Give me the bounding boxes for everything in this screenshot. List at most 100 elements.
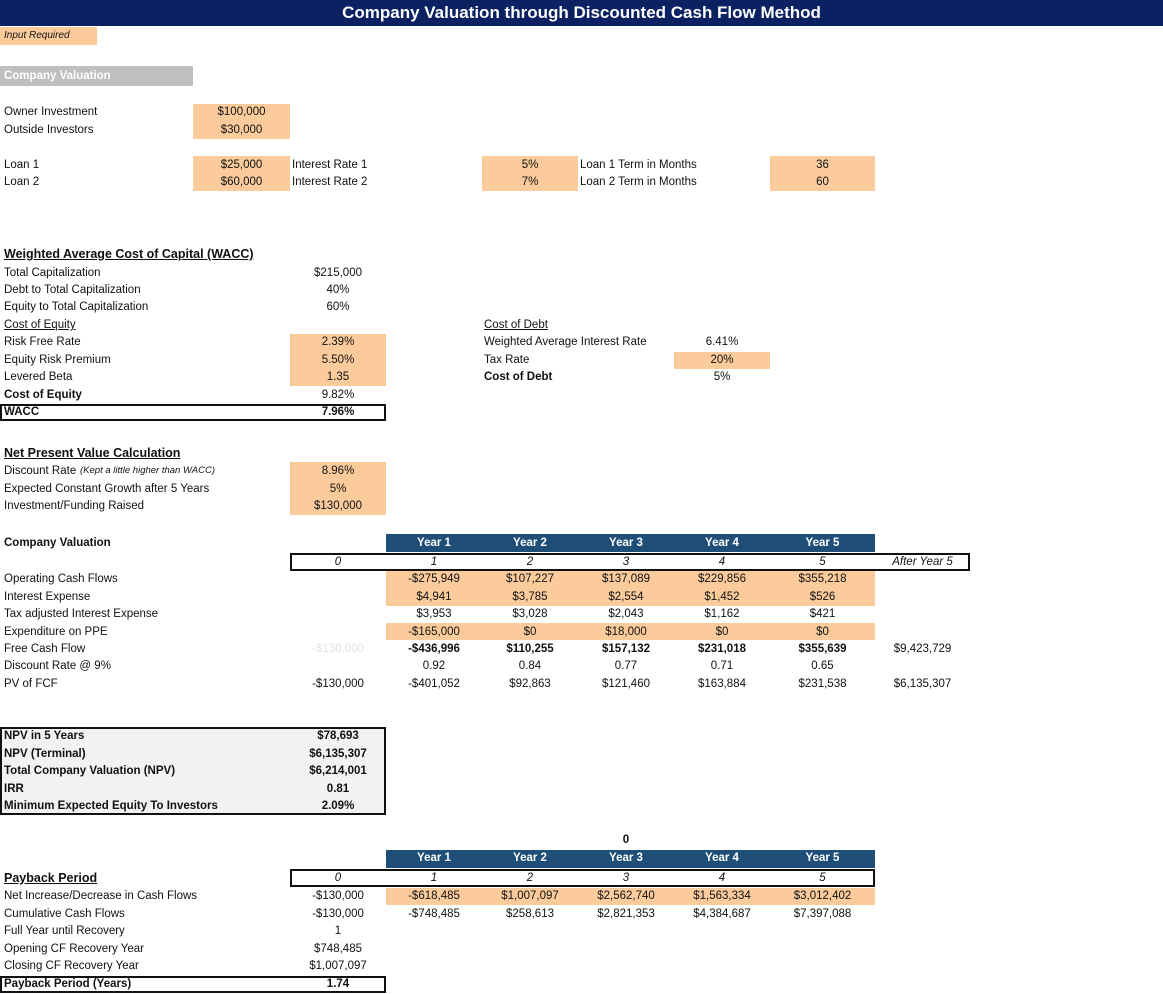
value: -$165,000 (408, 626, 460, 638)
value: 60 (816, 176, 829, 188)
cell-fill (193, 156, 290, 191)
label: Risk Free Rate (4, 336, 81, 348)
value: -$275,949 (408, 573, 460, 585)
value: $121,460 (602, 678, 650, 690)
value: $9,423,729 (893, 643, 952, 655)
label: Discount Rate (4, 465, 77, 477)
period-label: 3 (622, 556, 630, 568)
label: Expenditure on PPE (4, 626, 108, 638)
year-label: Year 4 (705, 537, 739, 549)
label: Loan 1 Term in Months (580, 159, 697, 171)
period-label: 5 (819, 872, 826, 884)
period-label: 4 (718, 872, 726, 884)
border-box (0, 976, 386, 993)
value: $137,089 (602, 573, 650, 585)
value: $130,000 (314, 500, 362, 512)
value: -$130,000 (312, 643, 364, 655)
period-label: 4 (718, 556, 726, 568)
value: $107,227 (506, 573, 554, 585)
value: 60% (326, 301, 350, 313)
sub-heading: Cost of Debt (484, 319, 548, 331)
value: 5% (713, 371, 731, 383)
value: $748,485 (314, 942, 362, 955)
section-bar (0, 66, 193, 86)
border-box (0, 727, 386, 815)
value: $1,007,097 (309, 960, 367, 972)
value: $2,562,740 (597, 890, 655, 902)
value: $0 (715, 626, 729, 638)
value: 8.96% (321, 465, 355, 477)
label: Investment/Funding Raised (4, 500, 144, 512)
cell-fill (386, 888, 875, 905)
period-label: 0 (334, 556, 342, 568)
value: $3,953 (416, 608, 452, 620)
label: Tax adjusted Interest Expense (4, 608, 159, 620)
label: Loan 1 (4, 159, 40, 171)
value: 2.39% (321, 336, 355, 348)
section-heading: Company Valuation (4, 537, 111, 549)
label: Free Cash Flow (4, 643, 86, 655)
border-box (290, 553, 970, 571)
year-label: Year 5 (805, 852, 840, 864)
value: 9.82% (321, 389, 355, 401)
value: 1.74 (326, 978, 350, 990)
label: Minimum Expected Equity To Investors (4, 800, 218, 812)
value: 0.65 (811, 660, 834, 672)
period-label: After Year 5 (892, 556, 953, 568)
value: $229,856 (698, 573, 746, 585)
period-label: 3 (622, 872, 630, 884)
cell-fill (290, 462, 386, 515)
value: -$748,485 (408, 907, 460, 920)
label: Owner Investment (4, 106, 98, 118)
cell-fill (386, 623, 875, 640)
value: 1.35 (326, 371, 350, 383)
value: $1,452 (704, 591, 740, 603)
value: $258,613 (506, 907, 554, 920)
value: $231,538 (798, 678, 847, 690)
period-label: 1 (430, 556, 438, 568)
value: 5% (521, 159, 539, 171)
value: 6.41% (705, 336, 739, 348)
section-heading: Net Present Value Calculation (4, 446, 181, 460)
year-label: Year 5 (805, 537, 840, 549)
period-label: 2 (526, 556, 534, 568)
year-label: Year 2 (513, 852, 547, 864)
label: Closing CF Recovery Year (4, 960, 139, 972)
value: $6,135,307 (893, 678, 952, 690)
value: -$401,052 (408, 678, 460, 690)
value: 40% (326, 284, 350, 296)
year-header (386, 850, 875, 868)
section-heading: Company Valuation (4, 70, 111, 82)
cell-fill (482, 156, 578, 191)
label: Weighted Average Interest Rate (484, 336, 647, 348)
year-label: Year 1 (417, 537, 451, 549)
cell-fill (193, 104, 290, 139)
value: 7% (521, 176, 539, 188)
year-label: Year 1 (417, 852, 451, 864)
value: -$436,996 (408, 643, 460, 655)
cell-fill (386, 571, 875, 606)
label-note: (Kept a little higher than WACC) (80, 465, 215, 476)
input-note: Input Required (4, 30, 70, 41)
label: WACC (4, 406, 40, 418)
value: $1,563,334 (693, 890, 751, 902)
label: Operating Cash Flows (4, 573, 118, 585)
value: 0.81 (326, 782, 350, 795)
value: -$130,000 (312, 678, 364, 690)
value: 20% (710, 354, 734, 366)
value: 2.09% (321, 800, 355, 812)
label: PV of FCF (4, 678, 58, 690)
label: Expected Constant Growth after 5 Years (4, 483, 210, 495)
value: $6,214,001 (309, 765, 367, 777)
cell-fill (770, 156, 875, 191)
value: $421 (809, 608, 836, 620)
value: $110,255 (506, 643, 554, 655)
year-header (386, 534, 875, 552)
page-title: Company Valuation through Discounted Cas… (342, 3, 821, 22)
value: $231,018 (698, 643, 746, 655)
value: 0.71 (710, 660, 734, 672)
year-label: Year 4 (705, 852, 739, 864)
title-bar (0, 0, 1163, 26)
value: 1 (334, 925, 342, 937)
label: Interest Rate 1 (292, 159, 368, 171)
